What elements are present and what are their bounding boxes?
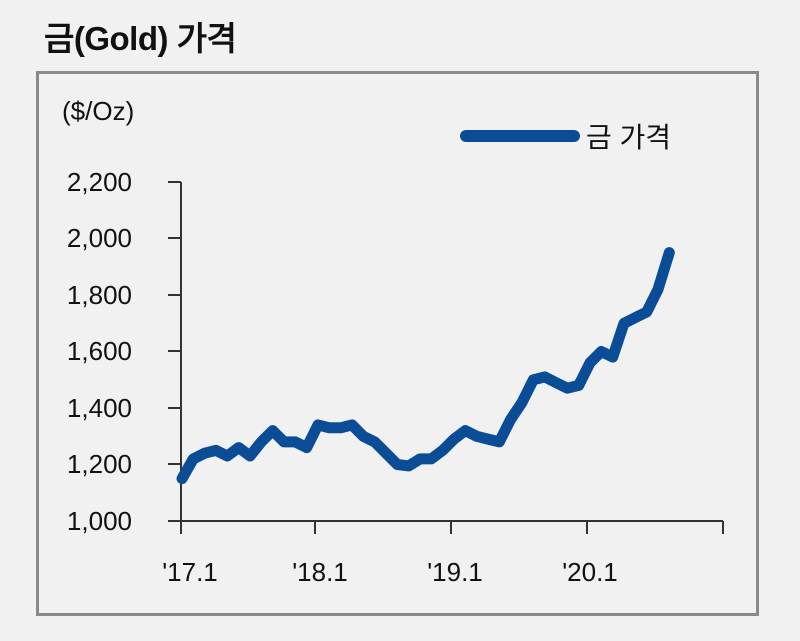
y-tick-label: 1,800 [66, 280, 132, 310]
y-tick-label: 1,200 [66, 449, 132, 479]
y-tick-label: 2,000 [66, 223, 132, 253]
y-tick-label: 1,600 [66, 336, 132, 366]
gold-price-line [176, 247, 675, 485]
legend: 금 가격 [460, 116, 671, 156]
x-tick-label: '17.1 [162, 557, 218, 587]
chart-frame [36, 71, 759, 616]
x-tick-label: '20.1 [562, 557, 618, 587]
chart-title: 금(Gold) 가격 [44, 20, 237, 57]
y-tick-label: 1,400 [66, 393, 132, 423]
legend-line-icon [460, 130, 580, 142]
y-tick-label: 1,000 [66, 506, 132, 536]
y-tick-label: 2,200 [66, 167, 132, 197]
x-tick-label: '18.1 [292, 557, 348, 587]
y-axis-unit: ($/Oz) [62, 96, 135, 126]
x-tick-label: '19.1 [427, 557, 483, 587]
legend-label: 금 가격 [586, 122, 672, 153]
axes [168, 181, 724, 534]
